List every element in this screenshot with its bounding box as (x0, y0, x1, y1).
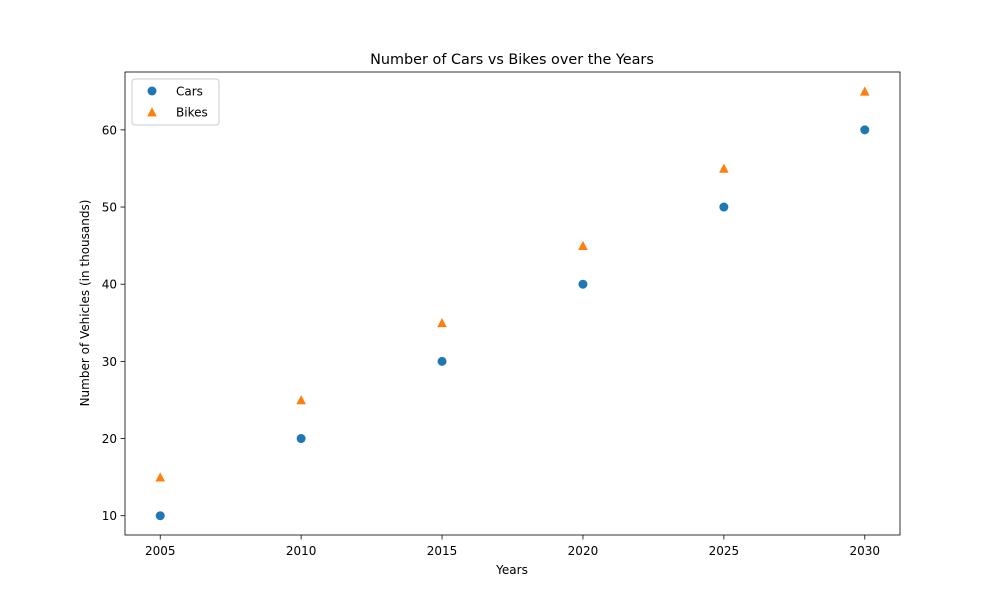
legend-marker-cars (147, 86, 157, 96)
point-bikes-2015 (437, 317, 447, 328)
legend: Cars Bikes (131, 78, 220, 126)
x-tick-label: 2010 (286, 544, 317, 558)
point-cars-2025 (719, 202, 729, 212)
legend-marker-bikes (147, 107, 157, 117)
x-tick-label: 2025 (709, 544, 740, 558)
x-tick-label: 2005 (145, 544, 176, 558)
x-tick-label: 2015 (427, 544, 458, 558)
y-tick-label: 40 (102, 278, 117, 292)
y-axis-label: Number of Vehicles (in thousands) (78, 200, 92, 407)
y-tick-label: 60 (102, 123, 117, 137)
point-cars-2030 (860, 125, 870, 135)
chart-title: Number of Cars vs Bikes over the Years (370, 52, 654, 68)
x-tick-label: 2030 (849, 544, 880, 558)
x-axis-label: Years (495, 563, 528, 577)
point-cars-2020 (578, 279, 588, 289)
y-tick-label: 30 (102, 355, 117, 369)
point-cars-2005 (155, 511, 165, 521)
plot-area (124, 71, 901, 536)
point-bikes-2005 (155, 472, 166, 482)
legend-label-cars: Cars (176, 85, 203, 99)
point-bikes-2030 (859, 86, 870, 96)
point-cars-2010 (296, 434, 306, 444)
plot-frame (124, 71, 901, 536)
y-tick-label: 50 (102, 201, 117, 215)
x-tick-label: 2020 (568, 544, 599, 558)
legend-label-bikes: Bikes (176, 106, 208, 120)
point-bikes-2025 (719, 163, 729, 173)
y-tick-label: 20 (102, 432, 117, 446)
point-cars-2015 (437, 356, 447, 366)
point-bikes-2020 (578, 240, 588, 250)
y-tick-label: 10 (102, 509, 117, 523)
point-bikes-2010 (296, 395, 306, 405)
